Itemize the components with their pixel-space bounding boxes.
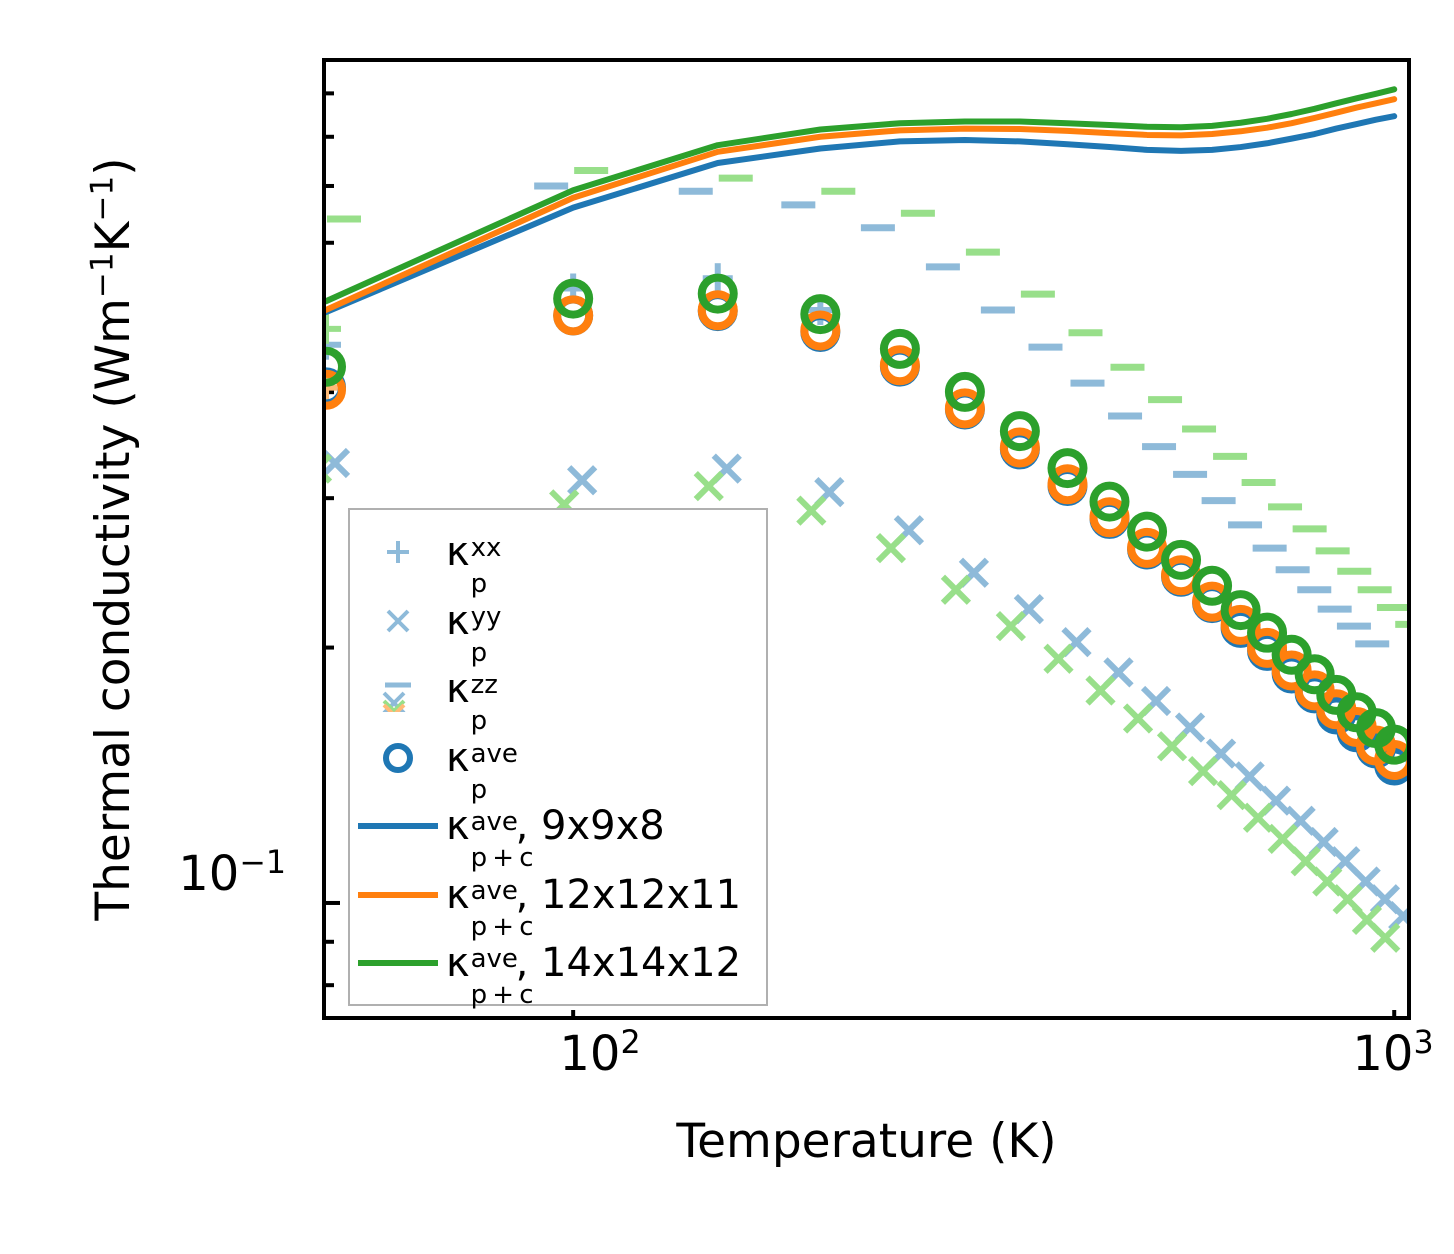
series-line [326,96,1398,313]
x-axis-label-text: Temperature (K) [676,1113,1057,1169]
y-tick-label-1e-1: 10−1 [178,845,286,902]
series-dash [534,182,1390,648]
legend-item-3[interactable]: κ ave p [350,726,770,805]
legend-marker-line-blue-icon [350,803,446,849]
legend-item-2[interactable]: κ zz p [350,657,770,736]
series-circle [326,290,1407,781]
series-cross [326,453,1401,953]
legend-label-4: κ ave p + c, 9x9x8 [446,803,665,873]
legend-marker-plus-icon [350,529,446,575]
legend-marker-line-green-icon [350,940,446,986]
legend-marker-dash-icon [350,666,446,712]
legend-item-4[interactable]: κ ave p + c, 9x9x8 [350,794,770,873]
legend-marker-cross-icon [350,598,446,644]
legend-item-0[interactable]: κ xx p [350,520,770,599]
data-series [326,86,1407,953]
y-axis-label-text: Thermal conductivity (Wm−1K−1) [83,157,141,921]
legend-item-1[interactable]: κ yy p [350,589,770,668]
legend-marker-line-orange-icon [350,872,446,918]
legend-label-2: κ zz p [446,666,498,736]
legend-marker-circle-icon [350,735,446,781]
series-dash [327,167,1407,628]
legend: κ xx p κ yy p κ zz p κ ave p κ ave p + c, 9x9x8 κ ave p +… [348,508,770,1010]
legend-label-5: κ ave p + c, 12x12x11 [446,871,742,942]
x-axis-label: Temperature (K) [322,1110,1411,1172]
series-line [326,113,1398,316]
legend-item-5[interactable]: κ ave p + c, 12x12x11 [350,863,770,942]
legend-label-3: κ ave p [446,734,518,805]
legend-label-1: κ yy p [446,597,502,668]
legend-label-0: κ xx p [446,529,502,599]
x-tick-label-1e3: 103 [1352,1025,1434,1082]
series-line [326,86,1398,305]
series-plus [326,313,341,344]
y-axis-label: Thermal conductivity (Wm−1K−1) [78,58,148,1020]
x-tick-label-1e2: 102 [559,1025,641,1082]
legend-label-6: κ ave p + c, 14x14x12 [446,940,742,1010]
series-circle [326,273,1407,765]
legend-item-6[interactable]: κ ave p + c, 14x14x12 [350,931,770,1010]
plot-canvas [326,86,1407,1016]
series-plus [326,372,341,403]
